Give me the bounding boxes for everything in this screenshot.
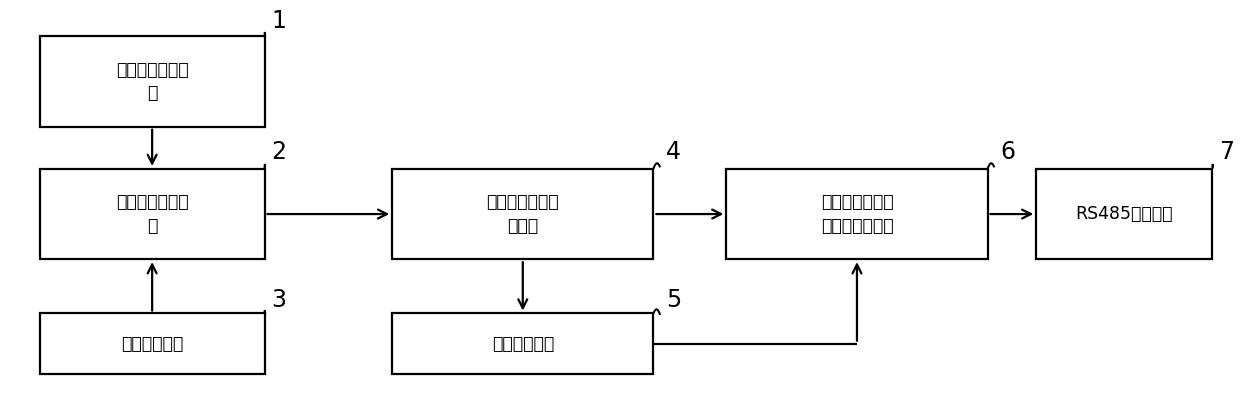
Text: 绝对位置拼接模
块: 绝对位置拼接模 块: [115, 193, 188, 235]
Text: 绝对位置计算模
块: 绝对位置计算模 块: [115, 61, 188, 102]
Text: 速度检测模块: 速度检测模块: [491, 335, 554, 352]
Bar: [1037, 169, 1213, 259]
Text: 2: 2: [272, 140, 286, 164]
Bar: [40, 313, 264, 374]
Text: 4: 4: [666, 140, 681, 164]
Text: 5: 5: [666, 288, 682, 312]
Bar: [727, 169, 987, 259]
Text: 绝对位置数据发
送帧数选择模块: 绝对位置数据发 送帧数选择模块: [821, 193, 893, 235]
Text: RS485通信模块: RS485通信模块: [1075, 205, 1173, 223]
Text: 7: 7: [1219, 140, 1234, 164]
Bar: [40, 36, 264, 127]
Text: 6: 6: [1001, 140, 1016, 164]
Bar: [392, 313, 653, 374]
Text: 绝对位置差值计
算模块: 绝对位置差值计 算模块: [486, 193, 559, 235]
Bar: [392, 169, 653, 259]
Bar: [40, 169, 264, 259]
Text: 绝对解码模块: 绝对解码模块: [122, 335, 184, 352]
Text: 1: 1: [272, 9, 286, 33]
Text: 3: 3: [272, 288, 286, 312]
